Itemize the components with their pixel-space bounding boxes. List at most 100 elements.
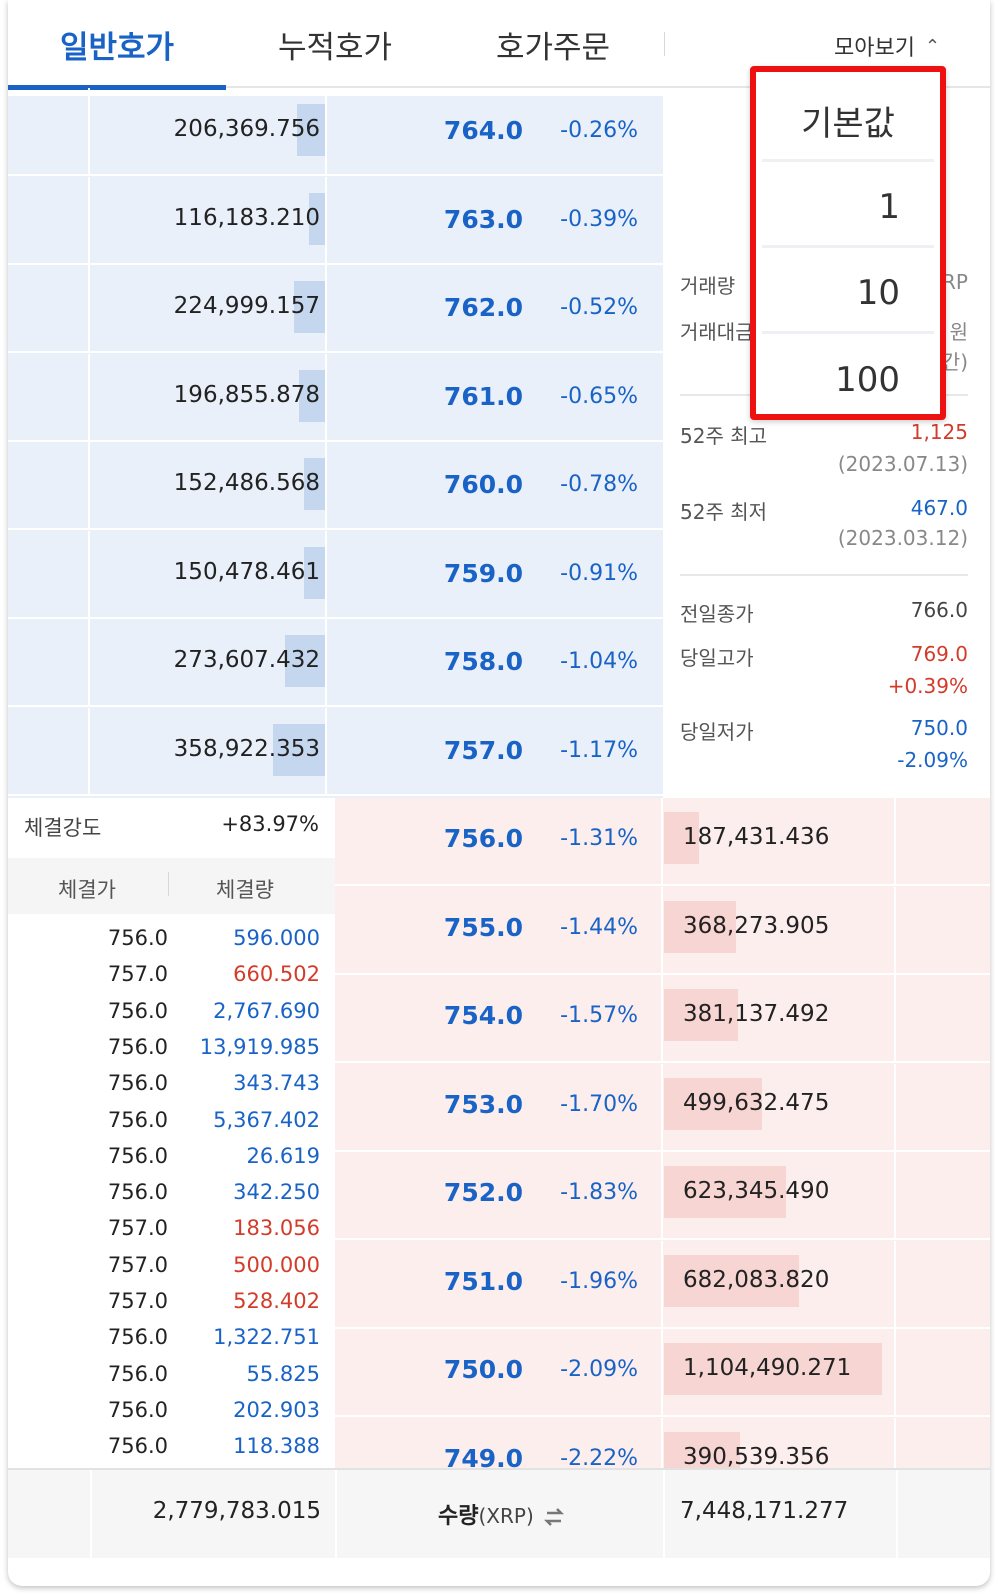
trade-qty: 1,322.751 — [213, 1325, 320, 1350]
dropdown-option-10[interactable]: 10 — [762, 254, 934, 334]
sell-order-row[interactable]: 116,183.210 763.0 -0.39% — [8, 176, 990, 265]
trade-qty: 528.402 — [233, 1289, 320, 1313]
sell-qty: 224,999.157 — [173, 293, 320, 319]
buy-price[interactable]: 750.0 — [443, 1355, 523, 1384]
buy-order-row[interactable]: 755.0 -1.44% 368,273.905 — [8, 886, 990, 975]
sell-qty-bar — [273, 723, 325, 776]
sell-order-row[interactable]: 150,478.461 759.0 -0.91% — [8, 530, 990, 619]
sell-order-row[interactable]: 206,369.756 764.0 -0.26% — [8, 88, 990, 176]
buy-price[interactable]: 756.0 — [443, 824, 523, 853]
cell-divider — [894, 1063, 896, 1152]
dropdown-option-default[interactable]: 기본값 — [762, 82, 934, 162]
sell-price[interactable]: 759.0 — [443, 558, 523, 588]
sell-order-row[interactable]: 273,607.432 758.0 -1.04% — [8, 619, 990, 707]
sell-price[interactable]: 761.0 — [443, 381, 523, 411]
low52-label: 52주 최저 — [680, 500, 768, 524]
row-divider — [8, 174, 663, 176]
trade-qty: 13,919.985 — [199, 1034, 320, 1059]
tab-general-orderbook[interactable]: 일반호가 — [8, 0, 226, 90]
day-low-row: 당일저가 750.0 — [680, 716, 968, 746]
cell-divider — [88, 265, 90, 353]
buy-order-row[interactable]: 756.0 -1.31% 187,431.436 — [8, 798, 990, 886]
sell-price[interactable]: 760.0 — [443, 470, 523, 499]
volume-row: 거래량 RP — [680, 270, 968, 300]
sell-qty: 116,183.210 — [173, 204, 320, 231]
buy-price[interactable]: 751.0 — [443, 1266, 523, 1296]
buy-change-pct: -1.83% — [560, 1180, 638, 1205]
sell-order-row[interactable]: 152,486.568 760.0 -0.78% — [8, 442, 990, 530]
sell-price[interactable]: 757.0 — [443, 735, 523, 765]
buy-price[interactable]: 754.0 — [443, 1001, 523, 1030]
buy-order-row[interactable]: 754.0 -1.57% 381,137.492 — [8, 975, 990, 1063]
trade-row: 757.0 660.502 — [8, 962, 335, 998]
buy-order-row[interactable]: 752.0 -1.83% 623,345.490 — [8, 1152, 990, 1240]
sell-qty-bar — [304, 458, 325, 510]
row-divider — [8, 616, 663, 619]
row-divider — [8, 262, 663, 265]
buy-order-row[interactable]: 750.0 -2.09% 1,104,490.271 — [8, 1329, 990, 1417]
trade-list[interactable]: 756.0 596.000 757.0 660.502 756.0 2,767.690 75… — [8, 914, 335, 1470]
buy-order-row[interactable]: 751.0 -1.96% 682,083.820 — [8, 1240, 990, 1329]
prev-close-value: 766.0 — [910, 598, 968, 622]
buy-qty-bar — [664, 1254, 799, 1307]
row-divider — [335, 1061, 990, 1063]
swap-icon[interactable] — [543, 1508, 565, 1526]
sell-qty-bar — [309, 192, 325, 245]
trade-qty: 596.000 — [233, 926, 320, 950]
cell-divider — [88, 88, 90, 176]
dropdown-option-1[interactable]: 1 — [762, 168, 934, 248]
low52-date: (2023.03.12) — [837, 526, 968, 550]
cell-divider — [88, 176, 90, 265]
sell-order-row[interactable]: 224,999.157 762.0 -0.52% — [8, 265, 990, 353]
buy-price[interactable]: 752.0 — [443, 1178, 523, 1207]
trade-qty: 118.388 — [233, 1434, 320, 1459]
sell-order-row[interactable]: 196,855.878 761.0 -0.65% — [8, 353, 990, 442]
sell-qty-cell — [90, 531, 325, 619]
group-view-label: 모아보기 — [834, 36, 915, 61]
cell-divider — [661, 1152, 663, 1240]
sell-price[interactable]: 758.0 — [443, 647, 523, 676]
sell-qty: 150,478.461 — [173, 558, 320, 585]
trade-qty: 5,367.402 — [213, 1107, 320, 1132]
sell-qty-cell — [90, 619, 325, 707]
totals-divider — [90, 1470, 92, 1560]
cell-divider — [325, 530, 327, 619]
trade-row: 756.0 55.825 — [8, 1362, 335, 1398]
high52-date: (2023.07.13) — [837, 452, 968, 476]
buy-order-row[interactable]: 753.0 -1.70% 499,632.475 — [8, 1063, 990, 1152]
day-high-row: 당일고가 769.0 — [680, 642, 968, 672]
tab-orderbook-order[interactable]: 호가주문 — [495, 29, 611, 66]
tab-divider — [664, 32, 665, 56]
group-view-dropdown[interactable]: 기본값 1 10 100 — [750, 66, 946, 420]
buy-price[interactable]: 753.0 — [443, 1089, 523, 1119]
trade-price: 756.0 — [107, 926, 168, 950]
sell-change-pct: -0.52% — [560, 295, 638, 320]
row-divider — [335, 884, 990, 886]
sell-price[interactable]: 764.0 — [443, 116, 523, 145]
dropdown-option-100[interactable]: 100 — [835, 360, 900, 400]
sell-order-row[interactable]: 358,922.353 757.0 -1.17% — [8, 707, 990, 796]
sell-total-qty: 2,779,783.015 — [152, 1498, 321, 1524]
tab-cumulative-orderbook[interactable]: 누적호가 — [277, 29, 393, 66]
day-low-label: 당일저가 — [680, 720, 754, 744]
trade-row: 756.0 13,919.985 — [8, 1035, 335, 1071]
trade-price: 756.0 — [107, 1143, 168, 1168]
trade-qty-header: 체결량 — [216, 878, 274, 902]
row-divider — [335, 1149, 990, 1152]
trade-row: 756.0 342.250 — [8, 1180, 335, 1216]
trade-price: 757.0 — [107, 1216, 168, 1241]
buy-qty: 390,539.356 — [683, 1443, 830, 1470]
low52-date-row: (2023.03.12) — [680, 526, 968, 556]
cell-divider — [325, 265, 327, 353]
sell-price[interactable]: 762.0 — [443, 293, 523, 322]
cell-divider — [88, 530, 90, 619]
group-view-toggle[interactable]: 모아보기 ⌃ — [834, 30, 940, 62]
buy-price[interactable]: 749.0 — [443, 1443, 523, 1473]
trade-qty: 500.000 — [233, 1252, 320, 1277]
trade-price: 756.0 — [107, 1434, 168, 1459]
buy-price[interactable]: 755.0 — [443, 912, 523, 942]
sell-price[interactable]: 763.0 — [443, 204, 523, 234]
unit-toggle[interactable]: 수량(XRP) — [438, 1498, 565, 1530]
cell-divider — [894, 886, 896, 975]
buy-qty: 368,273.905 — [683, 912, 830, 939]
